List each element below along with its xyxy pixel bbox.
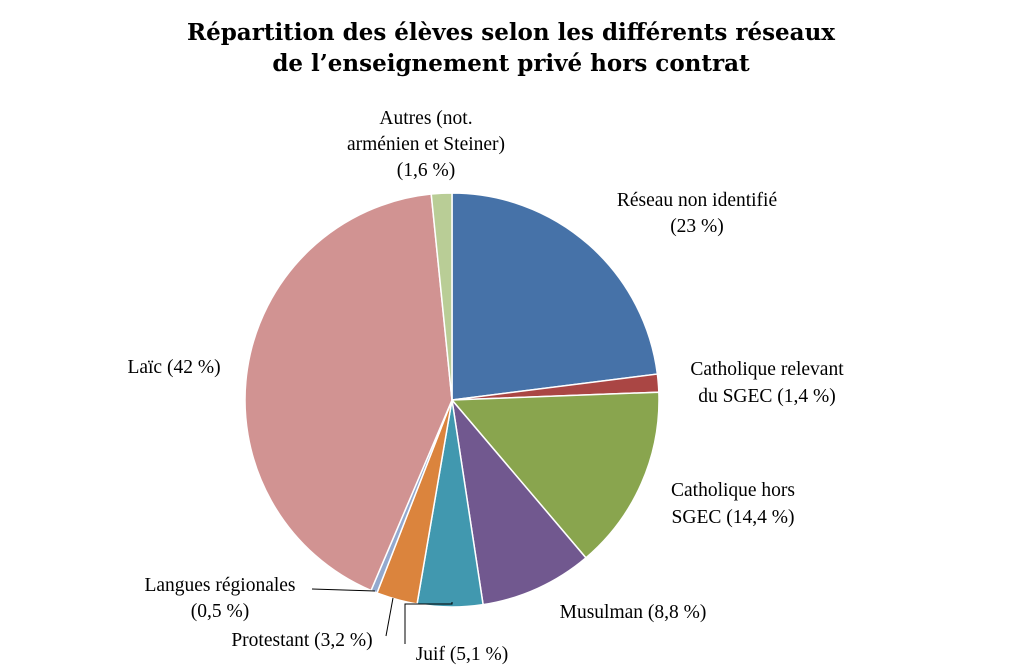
leader-line <box>385 597 394 637</box>
slice-label: Protestant (3,2 %) <box>231 630 372 651</box>
pie-slice-1 <box>451 192 659 401</box>
chart-title: Répartition des élèves selon les différe… <box>187 19 835 77</box>
chart-title-line: de l’enseignement privé hors contrat <box>272 50 750 77</box>
slice-label: Juif (5,1 %) <box>416 644 509 665</box>
pie-slice-4 <box>450 397 587 606</box>
pie-slice-8 <box>244 193 453 592</box>
chart-title-line: Répartition des élèves selon les différe… <box>187 19 835 46</box>
leader-line <box>311 588 376 592</box>
slice-label: Musulman (8,8 %) <box>560 602 707 623</box>
slice-label: Laïc (42 %) <box>127 357 220 378</box>
leader-line <box>404 602 453 644</box>
slice-label: Autres (not. arménien et Steiner) (1,6 %) <box>347 108 505 181</box>
leader-lines <box>311 588 453 644</box>
slice-label: Réseau non identifié (23 %) <box>617 190 777 237</box>
slice-label: Langues régionales (0,5 %) <box>144 575 295 622</box>
pie-slice-9 <box>430 192 453 401</box>
slice-label: Catholique hors SGEC (14,4 %) <box>671 480 795 528</box>
slice-label: Catholique relevant du SGEC (1,4 %) <box>690 359 844 407</box>
pie-slices <box>244 192 660 608</box>
pie-slice-3 <box>450 391 660 559</box>
slice-labels: Réseau non identifié (23 %) Catholique rel… <box>127 108 844 665</box>
